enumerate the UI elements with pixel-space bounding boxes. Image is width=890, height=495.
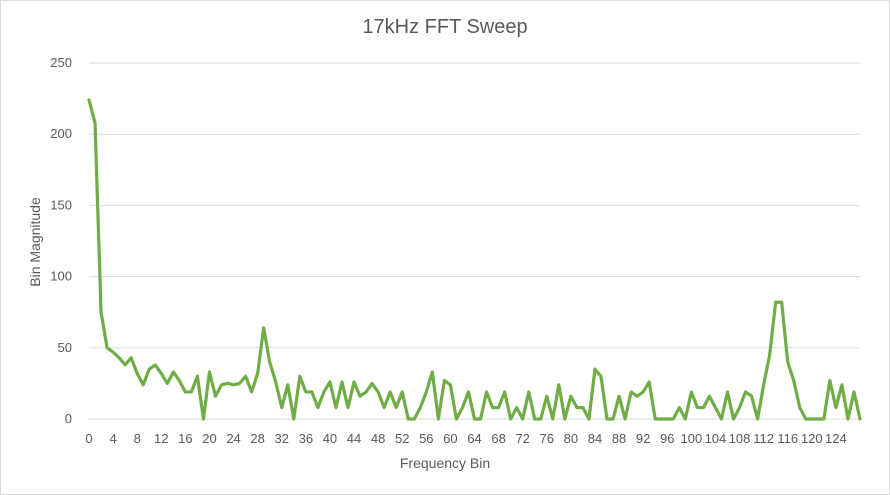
x-tick-label: 88: [612, 431, 626, 446]
x-tick-label: 44: [347, 431, 361, 446]
x-tick-label: 96: [660, 431, 674, 446]
y-tick-label: 0: [65, 411, 72, 426]
x-tick-label: 112: [753, 431, 774, 446]
y-tick-label: 50: [58, 340, 72, 355]
y-tick-label: 150: [50, 197, 72, 212]
x-tick-label: 116: [777, 431, 798, 446]
x-tick-label: 100: [680, 431, 702, 446]
chart-title: 17kHz FFT Sweep: [362, 16, 528, 38]
x-tick-label: 92: [636, 431, 650, 446]
x-axis-label: Frequency Bin: [399, 455, 491, 471]
x-tick-label: 120: [801, 431, 823, 446]
x-tick-label: 0: [85, 431, 92, 446]
x-tick-label: 36: [299, 431, 313, 446]
x-tick-label: 4: [109, 431, 116, 446]
series-line: [87, 98, 862, 421]
y-tick-label: 100: [50, 269, 72, 284]
x-tick-label: 104: [705, 431, 727, 446]
x-tick-label: 40: [323, 431, 337, 446]
x-tick-label: 16: [178, 431, 192, 446]
x-tick-label: 8: [134, 431, 141, 446]
x-tick-label: 80: [564, 431, 578, 446]
x-tick-label: 28: [250, 431, 264, 446]
x-tick-label: 72: [515, 431, 529, 446]
x-tick-label: 84: [588, 431, 602, 446]
x-tick-label: 32: [275, 431, 289, 446]
x-tick-label: 24: [226, 431, 240, 446]
x-tick-label: 56: [419, 431, 433, 446]
x-tick-label: 60: [443, 431, 457, 446]
x-tick-label: 52: [395, 431, 409, 446]
x-tick-label: 48: [371, 431, 385, 446]
x-tick-label: 64: [467, 431, 481, 446]
x-tick-label: 12: [154, 431, 168, 446]
x-tick-label: 124: [825, 431, 847, 446]
x-tick-label: 20: [202, 431, 216, 446]
x-tick-label: 68: [491, 431, 505, 446]
x-tick-label: 108: [729, 431, 751, 446]
y-tick-label: 200: [50, 126, 72, 141]
y-tick-label: 250: [50, 55, 72, 70]
x-tick-label: 76: [540, 431, 554, 446]
